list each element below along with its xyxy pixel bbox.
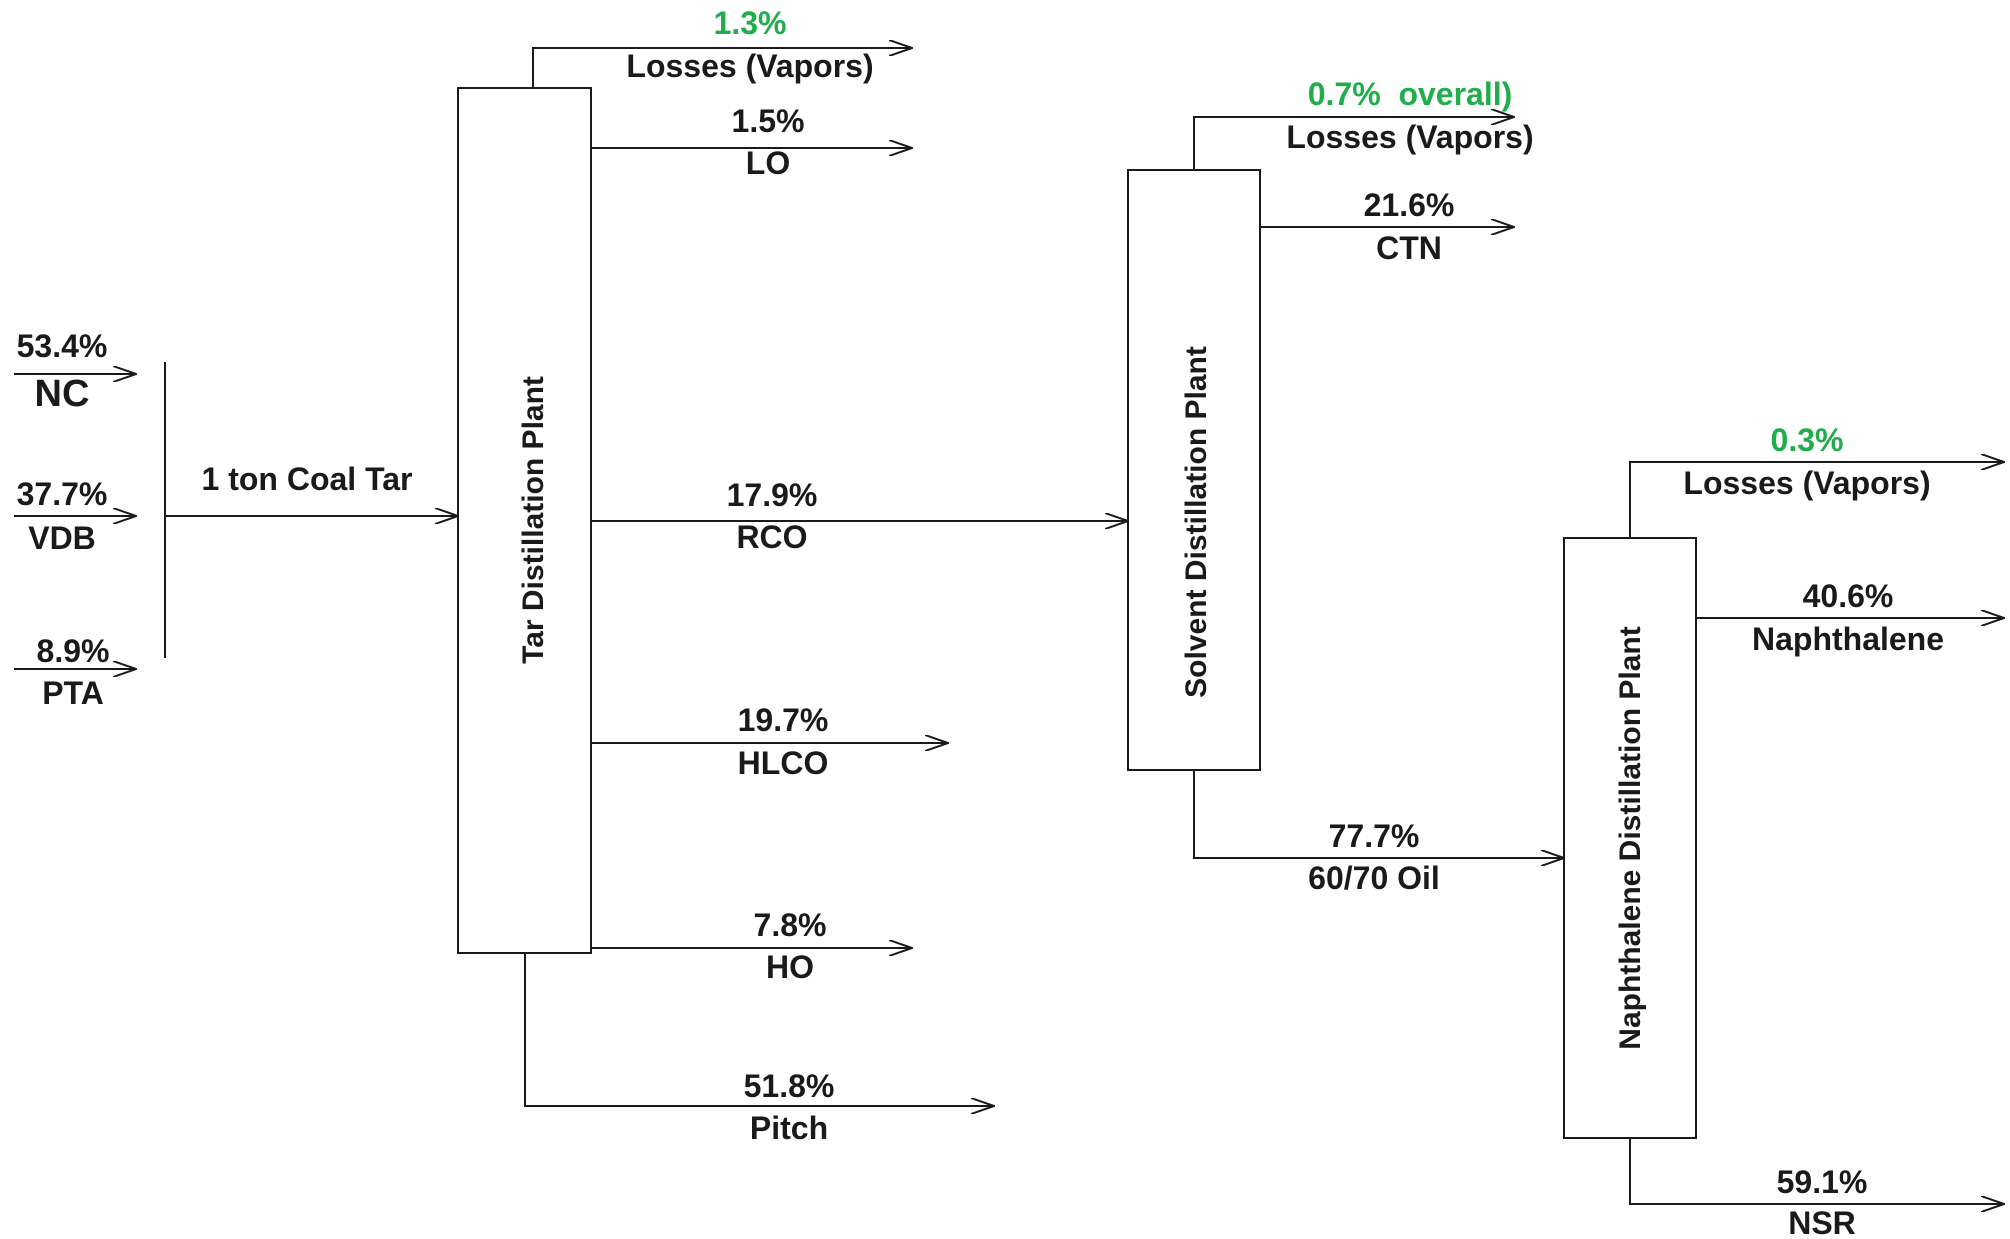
solvent-ctn-pct: 21.6% bbox=[1364, 187, 1455, 223]
solvent-losses-pct: 0.7% overall) bbox=[1308, 76, 1513, 112]
solvent-losses-label: Losses (Vapors) bbox=[1286, 119, 1533, 155]
naphthalene-product-pct: 40.6% bbox=[1803, 578, 1894, 614]
naphthalene-distillation-plant-box bbox=[1563, 537, 1697, 1139]
naphthalene-losses-label: Losses (Vapors) bbox=[1683, 465, 1930, 501]
nc-input-pct: 53.4% bbox=[17, 328, 108, 364]
coal-tar-feed-label: 1 ton Coal Tar bbox=[202, 461, 413, 497]
vdb-input-pct: 37.7% bbox=[17, 476, 108, 512]
tar-losses-arrow bbox=[532, 48, 912, 88]
naphthalene-nsr-arrow bbox=[1629, 1138, 2004, 1204]
vdb-input-label: VDB bbox=[28, 520, 96, 556]
naphthalene-distillation-plant-label: Naphthalene Distillation Plant bbox=[1614, 626, 1647, 1049]
solvent-oil-label: 60/70 Oil bbox=[1308, 860, 1440, 896]
naphthalene-losses-pct: 0.3% bbox=[1771, 422, 1844, 458]
tar-pitch-label: Pitch bbox=[750, 1110, 828, 1146]
tar-pitch-arrow bbox=[524, 953, 994, 1106]
tar-losses-label: Losses (Vapors) bbox=[626, 48, 873, 84]
tar-lo-label: LO bbox=[746, 145, 790, 181]
tar-ho-pct: 7.8% bbox=[754, 907, 827, 943]
pta-input-label: PTA bbox=[42, 675, 104, 711]
tar-hlco-label: HLCO bbox=[738, 745, 829, 781]
pta-input-pct: 8.9% bbox=[37, 633, 110, 669]
naphthalene-nsr-label: NSR bbox=[1788, 1205, 1856, 1239]
tar-hlco-pct: 19.7% bbox=[738, 702, 829, 738]
nc-input-label: NC bbox=[35, 373, 90, 415]
solvent-distillation-plant-box bbox=[1127, 169, 1261, 771]
naphthalene-nsr-pct: 59.1% bbox=[1777, 1164, 1868, 1200]
tar-lo-pct: 1.5% bbox=[732, 103, 805, 139]
solvent-ctn-label: CTN bbox=[1376, 230, 1442, 266]
naphthalene-losses-arrow bbox=[1629, 462, 2004, 538]
solvent-losses-arrow bbox=[1193, 117, 1514, 170]
tar-pitch-pct: 51.8% bbox=[744, 1068, 835, 1104]
tar-rco-pct: 17.9% bbox=[727, 477, 818, 513]
solvent-oil-pct: 77.7% bbox=[1329, 818, 1420, 854]
solvent-oil-arrow bbox=[1193, 770, 1564, 858]
solvent-distillation-plant-label: Solvent Distillation Plant bbox=[1180, 346, 1213, 698]
tar-losses-pct: 1.3% bbox=[714, 5, 787, 41]
tar-distillation-plant-box bbox=[457, 87, 592, 954]
naphthalene-product-label: Naphthalene bbox=[1752, 621, 1944, 657]
tar-rco-label: RCO bbox=[736, 519, 807, 555]
tar-distillation-plant-label: Tar Distillation Plant bbox=[517, 376, 550, 664]
tar-ho-label: HO bbox=[766, 949, 814, 985]
